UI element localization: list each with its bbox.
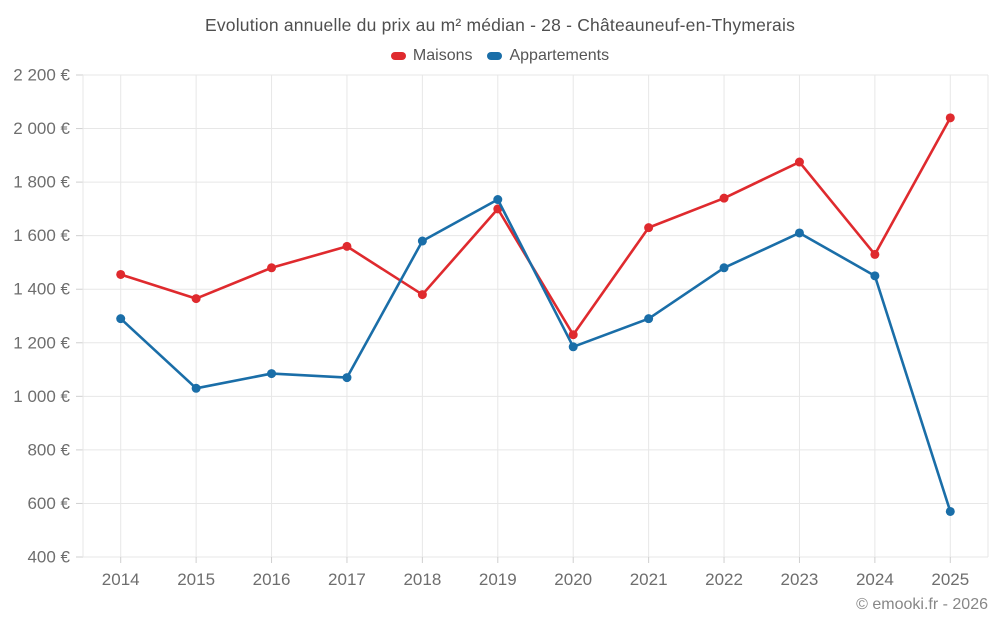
copyright-footer: © emooki.fr - 2026 <box>856 596 988 613</box>
y-axis-label: 1 800 € <box>13 173 70 192</box>
data-point-appartements-2025[interactable] <box>945 506 955 516</box>
x-axis-label: 2017 <box>328 570 366 589</box>
legend-swatch-appartements-icon <box>487 52 503 60</box>
x-axis-label: 2025 <box>931 570 969 589</box>
data-point-maisons-2024[interactable] <box>870 249 880 259</box>
data-point-appartements-2023[interactable] <box>794 228 804 238</box>
legend-item-appartements[interactable]: Appartements <box>487 47 609 65</box>
data-point-maisons-2018[interactable] <box>417 290 427 300</box>
series-line-appartements <box>119 198 952 513</box>
data-point-maisons-2017[interactable] <box>342 241 352 251</box>
data-point-appartements-2024[interactable] <box>870 271 880 281</box>
data-point-maisons-2014[interactable] <box>116 269 126 279</box>
x-axis-label: 2023 <box>781 570 819 589</box>
data-point-maisons-2016[interactable] <box>267 263 277 273</box>
legend-swatch-maisons-icon <box>390 52 406 60</box>
x-axis-label: 2019 <box>479 570 517 589</box>
legend-item-maisons[interactable]: Maisons <box>390 47 473 65</box>
data-point-maisons-2023[interactable] <box>794 157 804 167</box>
data-point-appartements-2020[interactable] <box>568 342 578 352</box>
y-axis-label: 400 € <box>27 548 70 567</box>
y-axis-label: 2 000 € <box>13 119 70 138</box>
x-axis-label: 2024 <box>856 570 894 589</box>
data-point-appartements-2021[interactable] <box>644 314 654 324</box>
legend-label-appartements: Appartements <box>509 47 610 64</box>
y-axis-label: 1 000 € <box>13 387 70 406</box>
data-point-appartements-2019[interactable] <box>493 195 503 205</box>
data-point-maisons-2015[interactable] <box>191 294 201 304</box>
x-axis-label: 2014 <box>102 570 140 589</box>
data-point-maisons-2025[interactable] <box>945 113 955 123</box>
data-point-appartements-2018[interactable] <box>417 236 427 246</box>
x-axis-label: 2021 <box>630 570 668 589</box>
y-axis-label: 800 € <box>27 440 70 459</box>
x-axis-label: 2022 <box>705 570 743 589</box>
legend-label-maisons: Maisons <box>412 47 473 64</box>
y-axis-label: 1 200 € <box>13 333 70 352</box>
data-point-maisons-2022[interactable] <box>719 193 729 203</box>
y-axis-label: 1 600 € <box>13 226 70 245</box>
data-point-appartements-2016[interactable] <box>267 369 277 379</box>
x-axis-label: 2016 <box>253 570 291 589</box>
y-axis-label: 1 400 € <box>13 280 70 299</box>
x-axis-label: 2020 <box>554 570 592 589</box>
data-point-maisons-2021[interactable] <box>644 223 654 233</box>
chart-title: Evolution annuelle du prix au m² médian … <box>204 15 796 35</box>
data-point-maisons-2020[interactable] <box>568 330 578 340</box>
data-point-appartements-2017[interactable] <box>342 373 352 383</box>
series-line-maisons <box>119 116 952 337</box>
x-axis-label: 2015 <box>177 570 215 589</box>
chart-legend: Maisons Appartements <box>0 45 1000 67</box>
data-point-appartements-2014[interactable] <box>116 314 126 324</box>
data-point-appartements-2015[interactable] <box>191 383 201 393</box>
x-axis-label: 2018 <box>403 570 441 589</box>
y-axis-label: 600 € <box>27 494 70 513</box>
y-axis-label: 2 200 € <box>13 66 70 85</box>
data-point-appartements-2022[interactable] <box>719 263 729 273</box>
